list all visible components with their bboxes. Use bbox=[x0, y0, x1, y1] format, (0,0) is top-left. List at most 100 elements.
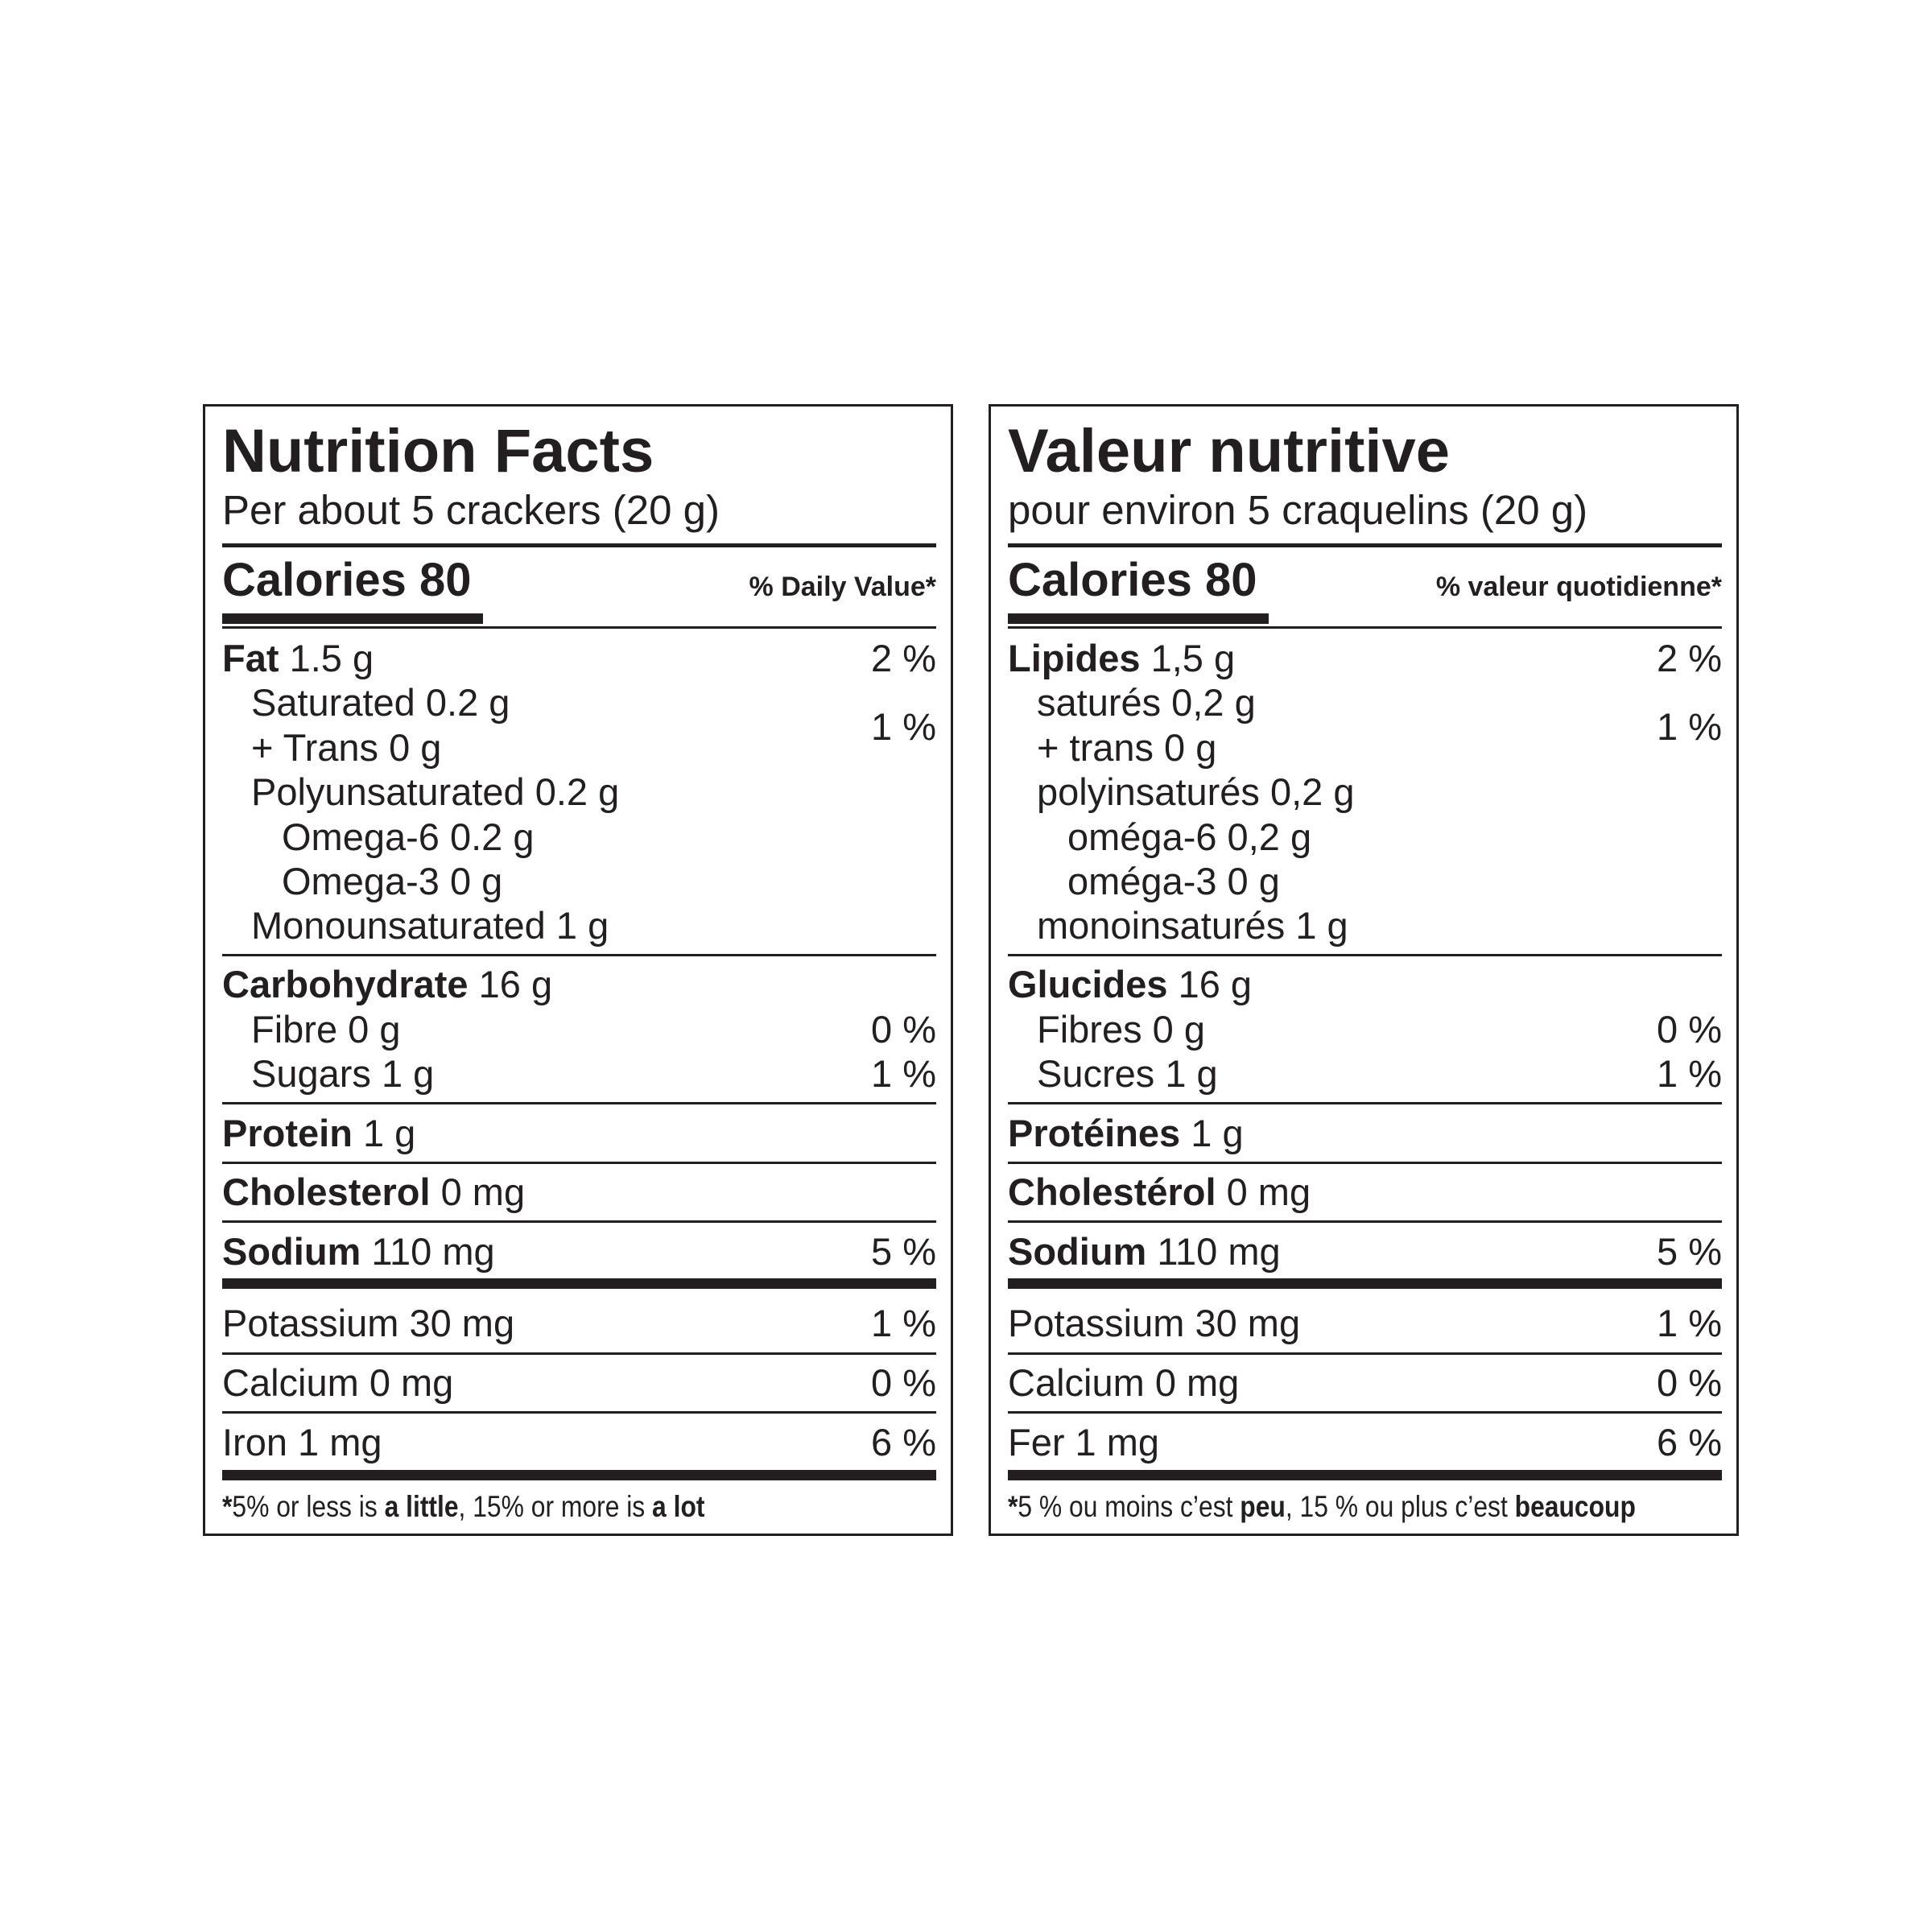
footnote-emphasis: peu bbox=[1240, 1490, 1286, 1523]
omega3-label: Omega-3 0 g bbox=[282, 860, 503, 902]
daily-value-header: % valeur quotidienne* bbox=[1435, 572, 1722, 602]
footnote-star: * bbox=[222, 1490, 233, 1523]
trans-label: + Trans 0 g bbox=[251, 726, 442, 769]
saturated-trans-percent: 1 % bbox=[1657, 705, 1722, 748]
sodium-percent: 5 % bbox=[871, 1230, 936, 1273]
iron-label: Fer 1 mg bbox=[1008, 1421, 1160, 1463]
protein-amount: 1 g bbox=[362, 1112, 416, 1154]
fat-row: Lipides 1,5 g 2 % bbox=[1008, 636, 1722, 681]
polyunsaturated-label: Polyunsaturated 0.2 g bbox=[251, 770, 620, 813]
protein-name: Protein bbox=[222, 1112, 353, 1154]
divider bbox=[222, 543, 936, 547]
potassium-row: Potassium 30 mg 1 % bbox=[222, 1301, 936, 1346]
cholesterol-row: Cholestérol 0 mg bbox=[1008, 1170, 1722, 1215]
divider bbox=[1008, 1162, 1722, 1164]
iron-percent: 6 % bbox=[871, 1421, 936, 1463]
sodium-percent: 5 % bbox=[1657, 1230, 1722, 1273]
divider bbox=[222, 1102, 936, 1104]
saturated-trans-percent: 1 % bbox=[871, 705, 936, 748]
protein-name: Protéines bbox=[1008, 1112, 1181, 1154]
panel-title: Nutrition Facts bbox=[222, 417, 654, 485]
carbohydrate-row: Glucides 16 g bbox=[1008, 962, 1722, 1007]
protein-row: Protein 1 g bbox=[222, 1111, 936, 1156]
divider bbox=[1008, 1411, 1722, 1414]
thick-divider bbox=[222, 1278, 936, 1289]
sugars-label: Sugars 1 g bbox=[251, 1052, 435, 1095]
nutrition-facts-panel-french: Valeur nutritive pour environ 5 craqueli… bbox=[989, 404, 1739, 1536]
carbohydrate-name: Carbohydrate bbox=[222, 963, 469, 1005]
omega6-row: oméga-6 0,2 g bbox=[1008, 815, 1722, 860]
calcium-label: Calcium 0 mg bbox=[1008, 1361, 1240, 1404]
calcium-row: Calcium 0 mg 0 % bbox=[1008, 1360, 1722, 1406]
cholesterol-row: Cholesterol 0 mg bbox=[222, 1170, 936, 1215]
omega3-row: oméga-3 0 g bbox=[1008, 859, 1722, 904]
divider bbox=[1008, 543, 1722, 547]
calories-underline bbox=[1008, 613, 1269, 624]
footnote-emphasis: beaucoup bbox=[1514, 1490, 1636, 1523]
carbohydrate-name: Glucides bbox=[1008, 963, 1168, 1005]
protein-amount: 1 g bbox=[1191, 1112, 1244, 1154]
sugars-percent: 1 % bbox=[1657, 1052, 1722, 1095]
cholesterol-amount: 0 mg bbox=[1226, 1170, 1311, 1213]
monounsaturated-label: Monounsaturated 1 g bbox=[251, 904, 609, 947]
sodium-name: Sodium bbox=[222, 1230, 361, 1273]
thick-divider bbox=[1008, 1470, 1722, 1480]
divider bbox=[222, 1411, 936, 1414]
omega6-label: Omega-6 0.2 g bbox=[282, 815, 535, 858]
fibre-row: Fibre 0 g 0 % bbox=[222, 1007, 936, 1052]
fibre-label: Fibres 0 g bbox=[1037, 1008, 1205, 1051]
thick-divider bbox=[222, 1470, 936, 1480]
potassium-label: Potassium 30 mg bbox=[222, 1302, 515, 1344]
potassium-percent: 1 % bbox=[871, 1302, 936, 1344]
protein-row: Protéines 1 g bbox=[1008, 1111, 1722, 1156]
calories: Calories 80 bbox=[222, 554, 472, 606]
carbohydrate-amount: 16 g bbox=[1178, 963, 1253, 1005]
trans-row: + Trans 0 g bbox=[222, 725, 936, 770]
carbohydrate-row: Carbohydrate 16 g bbox=[222, 962, 936, 1007]
sugars-row: Sucres 1 g 1 % bbox=[1008, 1051, 1722, 1096]
serving-size: Per about 5 crackers (20 g) bbox=[222, 487, 720, 533]
divider bbox=[1008, 1102, 1722, 1104]
calories-underline bbox=[222, 613, 483, 624]
saturated-row: Saturated 0.2 g bbox=[222, 680, 936, 725]
sugars-row: Sugars 1 g 1 % bbox=[222, 1051, 936, 1096]
fibre-row: Fibres 0 g 0 % bbox=[1008, 1007, 1722, 1052]
fibre-percent: 0 % bbox=[871, 1008, 936, 1051]
daily-value-header: % Daily Value* bbox=[749, 572, 936, 602]
fat-amount: 1,5 g bbox=[1150, 637, 1236, 679]
potassium-percent: 1 % bbox=[1657, 1302, 1722, 1344]
fat-name: Fat bbox=[222, 637, 279, 679]
sodium-amount: 110 mg bbox=[1157, 1230, 1281, 1273]
sodium-name: Sodium bbox=[1008, 1230, 1147, 1273]
saturated-label: Saturated 0.2 g bbox=[251, 681, 510, 724]
potassium-label: Potassium 30 mg bbox=[1008, 1302, 1301, 1344]
fat-percent: 2 % bbox=[1657, 637, 1722, 679]
saturated-label: saturés 0,2 g bbox=[1037, 681, 1256, 724]
cholesterol-name: Cholesterol bbox=[222, 1170, 431, 1213]
omega3-label: oméga-3 0 g bbox=[1067, 860, 1280, 902]
omega3-row: Omega-3 0 g bbox=[222, 859, 936, 904]
monounsaturated-row: Monounsaturated 1 g bbox=[222, 903, 936, 948]
footnote-emphasis: a little bbox=[384, 1490, 459, 1523]
fibre-percent: 0 % bbox=[1657, 1008, 1722, 1051]
fat-name: Lipides bbox=[1008, 637, 1141, 679]
iron-label: Iron 1 mg bbox=[222, 1421, 382, 1463]
calcium-percent: 0 % bbox=[1657, 1361, 1722, 1404]
monounsaturated-label: monoinsaturés 1 g bbox=[1037, 904, 1348, 947]
polyunsaturated-label: polyinsaturés 0,2 g bbox=[1037, 770, 1355, 813]
footnote-text: , 15% or more is bbox=[458, 1490, 653, 1523]
serving-size: pour environ 5 craquelins (20 g) bbox=[1008, 487, 1588, 533]
calcium-label: Calcium 0 mg bbox=[222, 1361, 454, 1404]
sodium-amount: 110 mg bbox=[371, 1230, 495, 1273]
omega6-label: oméga-6 0,2 g bbox=[1067, 815, 1312, 858]
monounsaturated-row: monoinsaturés 1 g bbox=[1008, 903, 1722, 948]
panel-title: Valeur nutritive bbox=[1008, 417, 1451, 485]
iron-percent: 6 % bbox=[1657, 1421, 1722, 1463]
trans-label: + trans 0 g bbox=[1037, 726, 1217, 769]
cholesterol-amount: 0 mg bbox=[440, 1170, 526, 1213]
iron-row: Iron 1 mg 6 % bbox=[222, 1420, 936, 1465]
divider bbox=[222, 1162, 936, 1164]
divider bbox=[222, 1220, 936, 1223]
divider bbox=[1008, 1352, 1722, 1355]
potassium-row: Potassium 30 mg 1 % bbox=[1008, 1301, 1722, 1346]
